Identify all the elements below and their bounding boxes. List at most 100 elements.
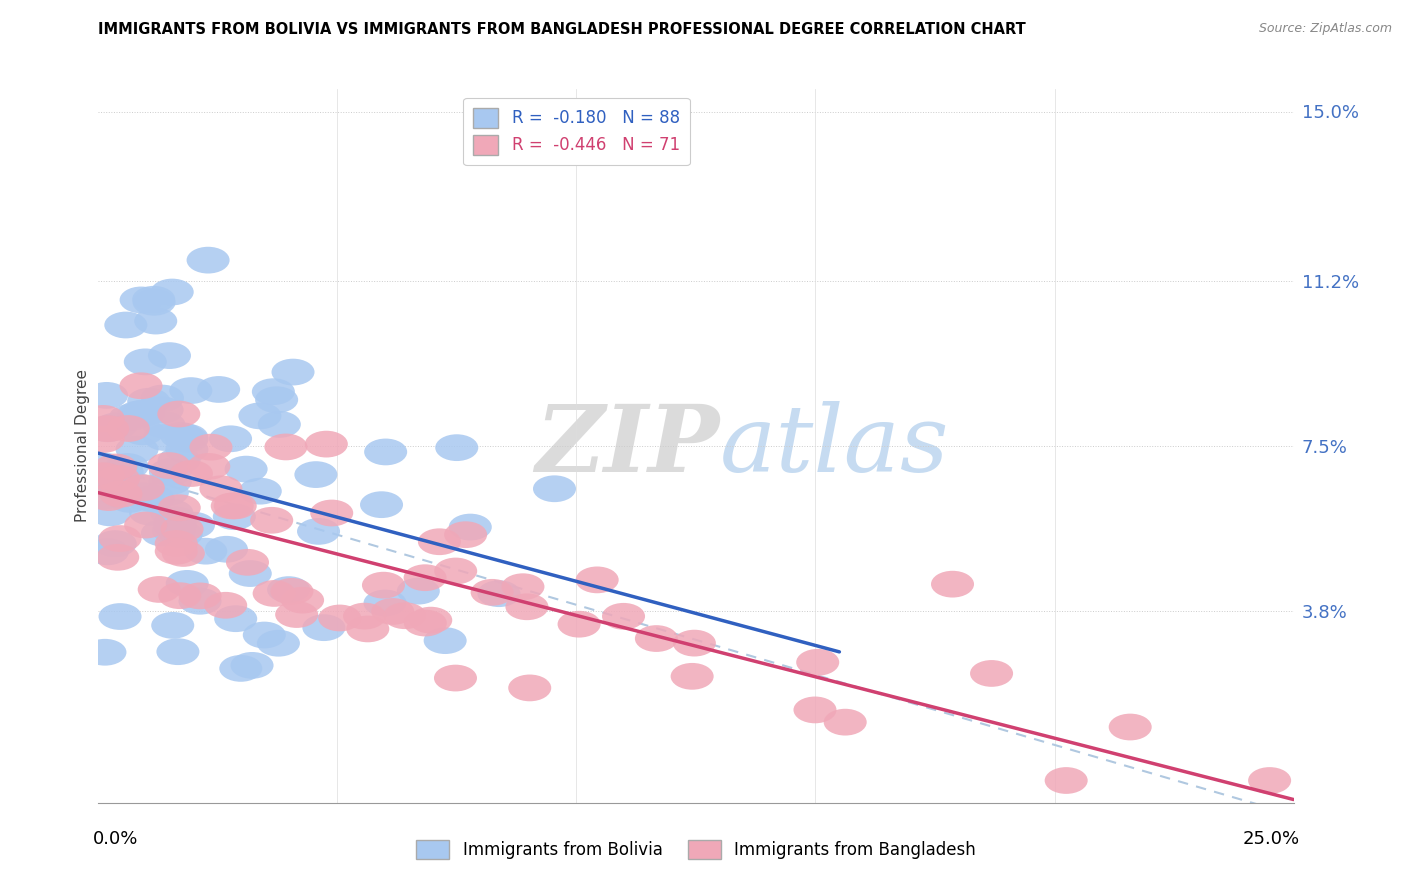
Ellipse shape	[156, 639, 200, 665]
Ellipse shape	[1045, 767, 1088, 794]
Ellipse shape	[226, 549, 269, 575]
Ellipse shape	[124, 349, 167, 376]
Ellipse shape	[302, 615, 346, 641]
Ellipse shape	[396, 578, 440, 605]
Ellipse shape	[149, 458, 193, 485]
Ellipse shape	[187, 453, 231, 480]
Ellipse shape	[179, 582, 222, 609]
Ellipse shape	[100, 481, 142, 508]
Ellipse shape	[127, 388, 170, 415]
Ellipse shape	[270, 578, 314, 605]
Ellipse shape	[1109, 714, 1152, 740]
Ellipse shape	[150, 500, 194, 526]
Ellipse shape	[83, 639, 127, 665]
Ellipse shape	[673, 630, 716, 657]
Ellipse shape	[636, 625, 678, 652]
Y-axis label: Professional Degree: Professional Degree	[75, 369, 90, 523]
Ellipse shape	[149, 468, 191, 495]
Ellipse shape	[120, 372, 163, 399]
Ellipse shape	[157, 401, 200, 427]
Ellipse shape	[82, 426, 125, 453]
Ellipse shape	[361, 572, 405, 599]
Ellipse shape	[219, 655, 263, 681]
Ellipse shape	[187, 247, 229, 274]
Ellipse shape	[294, 461, 337, 488]
Ellipse shape	[97, 465, 141, 491]
Ellipse shape	[107, 415, 150, 442]
Ellipse shape	[162, 540, 205, 566]
Ellipse shape	[671, 663, 714, 690]
Ellipse shape	[120, 286, 163, 313]
Ellipse shape	[82, 462, 125, 489]
Ellipse shape	[172, 512, 215, 539]
Ellipse shape	[104, 311, 148, 338]
Ellipse shape	[141, 520, 184, 547]
Ellipse shape	[253, 580, 295, 607]
Ellipse shape	[118, 401, 160, 427]
Ellipse shape	[297, 518, 340, 545]
Ellipse shape	[793, 697, 837, 723]
Ellipse shape	[94, 454, 138, 481]
Ellipse shape	[364, 590, 406, 616]
Text: ZIP: ZIP	[536, 401, 720, 491]
Ellipse shape	[444, 521, 486, 548]
Ellipse shape	[121, 418, 165, 445]
Ellipse shape	[209, 425, 252, 452]
Ellipse shape	[166, 570, 208, 597]
Ellipse shape	[264, 434, 308, 460]
Ellipse shape	[160, 516, 204, 542]
Ellipse shape	[360, 491, 404, 518]
Ellipse shape	[257, 411, 301, 438]
Ellipse shape	[86, 539, 129, 566]
Ellipse shape	[166, 436, 208, 463]
Ellipse shape	[346, 615, 389, 642]
Ellipse shape	[239, 402, 281, 429]
Ellipse shape	[311, 500, 353, 526]
Ellipse shape	[141, 397, 184, 424]
Ellipse shape	[148, 452, 190, 479]
Ellipse shape	[281, 587, 325, 614]
Ellipse shape	[197, 376, 240, 403]
Ellipse shape	[152, 517, 195, 544]
Ellipse shape	[94, 530, 136, 557]
Ellipse shape	[243, 622, 285, 648]
Ellipse shape	[343, 603, 387, 630]
Ellipse shape	[157, 447, 201, 474]
Ellipse shape	[160, 521, 202, 548]
Ellipse shape	[94, 468, 138, 495]
Ellipse shape	[121, 483, 165, 509]
Ellipse shape	[418, 528, 461, 555]
Ellipse shape	[143, 424, 187, 450]
Ellipse shape	[155, 507, 197, 533]
Ellipse shape	[423, 627, 467, 654]
Ellipse shape	[170, 460, 212, 487]
Ellipse shape	[108, 404, 152, 431]
Ellipse shape	[502, 574, 544, 600]
Ellipse shape	[82, 483, 125, 509]
Ellipse shape	[131, 485, 174, 512]
Ellipse shape	[200, 475, 242, 502]
Ellipse shape	[134, 308, 177, 334]
Ellipse shape	[305, 431, 347, 458]
Ellipse shape	[214, 606, 257, 632]
Ellipse shape	[384, 602, 426, 629]
Ellipse shape	[404, 565, 447, 591]
Ellipse shape	[229, 560, 271, 587]
Ellipse shape	[160, 422, 202, 449]
Ellipse shape	[190, 434, 232, 460]
Ellipse shape	[124, 512, 167, 539]
Ellipse shape	[404, 609, 447, 636]
Legend: Immigrants from Bolivia, Immigrants from Bangladesh: Immigrants from Bolivia, Immigrants from…	[409, 833, 983, 866]
Ellipse shape	[122, 475, 165, 501]
Ellipse shape	[159, 582, 201, 609]
Ellipse shape	[970, 660, 1014, 687]
Ellipse shape	[252, 378, 295, 405]
Ellipse shape	[449, 514, 492, 541]
Text: 0.0%: 0.0%	[93, 830, 138, 848]
Ellipse shape	[931, 571, 974, 598]
Ellipse shape	[115, 436, 159, 463]
Ellipse shape	[138, 576, 181, 603]
Ellipse shape	[276, 601, 318, 628]
Ellipse shape	[602, 603, 645, 630]
Ellipse shape	[179, 588, 222, 615]
